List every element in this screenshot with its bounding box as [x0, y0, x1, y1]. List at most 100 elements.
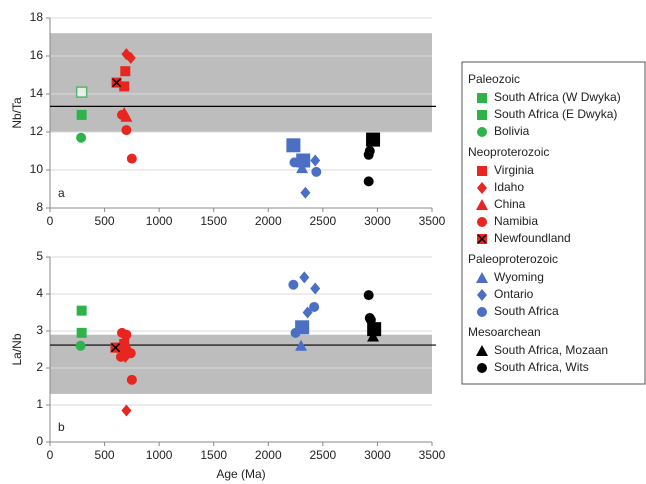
x-tick-label: 0: [47, 214, 54, 228]
data-point: [363, 176, 374, 187]
legend-label: Virginia: [494, 163, 534, 177]
mean-point: [367, 322, 382, 337]
data-point: [125, 348, 136, 359]
x-tick-label: 2500: [310, 214, 337, 228]
x-tick-label: 2000: [255, 448, 282, 462]
x-tick-label: 3000: [364, 214, 391, 228]
legend-label: South Africa: [494, 304, 559, 318]
y-tick-label: 4: [36, 286, 43, 300]
y-tick-label: 1: [36, 397, 43, 411]
y-tick-label: 0: [36, 434, 43, 448]
legend-group-title: Neoproterozoic: [468, 145, 549, 159]
y-tick-label: 12: [30, 124, 44, 138]
data-point: [310, 154, 321, 167]
legend-label: South Africa (W Dwyka): [494, 90, 621, 104]
x-tick-label: 3000: [364, 448, 391, 462]
marker-cross: [110, 343, 121, 353]
legend-label: China: [494, 197, 526, 211]
data-point: [310, 282, 321, 295]
x-tick-label: 1500: [200, 448, 227, 462]
y-axis-label: La/Nb: [10, 333, 24, 365]
panel-label: a: [58, 186, 65, 200]
legend-label: Namibia: [494, 214, 538, 228]
data-point: [76, 132, 87, 143]
y-tick-label: 5: [36, 249, 43, 263]
legend-label: Idaho: [494, 180, 524, 194]
legend-marker: [477, 182, 487, 194]
legend-label: South Africa (E Dwyka): [494, 107, 617, 121]
mean-point: [286, 138, 301, 153]
legend-group-title: Mesoarchean: [468, 325, 541, 339]
legend-marker: [476, 345, 488, 356]
legend-label: Wyoming: [494, 270, 544, 284]
mean-point: [295, 320, 310, 335]
mean-point: [366, 132, 381, 147]
data-point: [117, 109, 128, 120]
range-band: [50, 334, 432, 394]
x-tick-label: 3500: [419, 448, 446, 462]
x-tick-label: 3500: [419, 214, 446, 228]
data-point: [363, 149, 374, 160]
y-axis-label: Nb/Ta: [10, 97, 24, 129]
x-tick-label: 0: [47, 448, 54, 462]
data-point: [363, 290, 374, 301]
legend-marker: [477, 166, 487, 176]
legend-marker: [477, 217, 487, 227]
marker-cross: [477, 234, 487, 244]
data-point: [309, 301, 320, 312]
x-tick-label: 1500: [200, 214, 227, 228]
data-point: [76, 305, 87, 316]
y-tick-label: 18: [30, 10, 44, 24]
data-point: [119, 81, 130, 92]
data-point: [296, 162, 309, 174]
data-point: [75, 340, 86, 351]
legend-marker: [477, 93, 487, 103]
data-point: [121, 404, 132, 417]
data-point: [300, 186, 311, 199]
x-tick-label: 500: [95, 214, 115, 228]
data-point: [311, 166, 322, 177]
data-point: [126, 153, 137, 164]
legend-marker: [477, 307, 487, 317]
x-tick-label: 500: [95, 448, 115, 462]
y-tick-label: 14: [30, 86, 44, 100]
legend-label: Newfoundland: [494, 231, 571, 245]
legend-box: [461, 61, 646, 385]
legend-group-title: Paleozoic: [468, 72, 520, 86]
data-point: [76, 109, 87, 120]
data-point: [75, 86, 88, 98]
y-tick-label: 8: [36, 200, 43, 214]
data-point: [126, 374, 137, 385]
x-axis-label: Age (Ma): [216, 467, 265, 481]
data-point: [115, 351, 126, 362]
marker-cross: [112, 78, 122, 88]
data-point: [118, 334, 131, 346]
legend-group-title: Paleoproterozoic: [468, 252, 558, 266]
data-point: [299, 271, 310, 284]
legend-label: South Africa, Mozaan: [494, 343, 608, 357]
data-point: [120, 66, 131, 77]
x-tick-label: 2000: [255, 214, 282, 228]
range-band: [50, 33, 432, 133]
y-tick-label: 10: [30, 162, 44, 176]
legend-label: Bolivia: [494, 124, 530, 138]
x-tick-label: 1000: [146, 214, 173, 228]
x-tick-label: 1000: [146, 448, 173, 462]
legend-marker: [477, 363, 487, 373]
mean-point: [296, 153, 311, 168]
legend-marker: [477, 289, 487, 301]
legend-marker: [476, 199, 488, 210]
legend-marker: [477, 127, 487, 137]
legend-marker: [477, 110, 487, 120]
legend-label: Ontario: [494, 287, 534, 301]
y-tick-label: 16: [30, 48, 44, 62]
data-point: [125, 51, 136, 64]
legend-marker: [476, 272, 488, 283]
data-point: [121, 329, 132, 340]
data-point: [288, 279, 299, 290]
x-tick-label: 2500: [310, 448, 337, 462]
data-point: [295, 339, 308, 351]
y-tick-label: 3: [36, 323, 43, 337]
y-tick-label: 2: [36, 360, 43, 374]
